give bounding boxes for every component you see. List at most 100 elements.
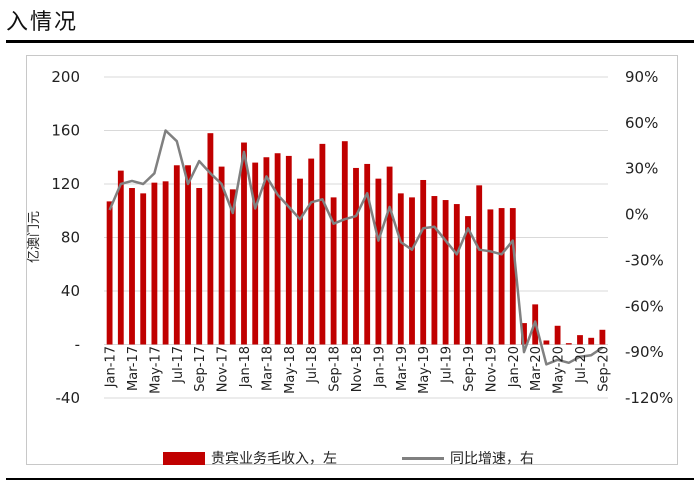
legend-bar-swatch — [163, 451, 205, 465]
x-tick-label: Jan-20 — [507, 346, 522, 388]
x-tick-label: Nov-17 — [216, 346, 231, 392]
bar — [364, 163, 371, 345]
bar — [241, 142, 247, 345]
bar — [252, 162, 259, 345]
bar — [274, 153, 281, 345]
legend-item-bar: 贵宾业务毛收入，左 — [163, 448, 337, 468]
left-axis-label: 亿澳门元 — [26, 211, 42, 263]
right-tick-label: 30% — [625, 160, 658, 178]
bar — [498, 208, 505, 345]
bar — [106, 201, 113, 345]
bar-series — [106, 133, 606, 345]
bar — [442, 200, 449, 345]
left-tick-label: 160 — [51, 122, 80, 140]
x-tick-label: Jul-17 — [171, 346, 186, 384]
bar — [330, 197, 337, 345]
x-tick-label: Jan-18 — [238, 346, 253, 388]
x-tick-label: Sep-17 — [193, 346, 208, 392]
bar — [308, 158, 315, 345]
bar — [140, 193, 147, 345]
right-tick-label: 60% — [625, 114, 658, 132]
bar — [565, 343, 572, 345]
left-tick-label: 40 — [61, 282, 80, 300]
x-tick-label: May-17 — [148, 346, 163, 394]
legend: 贵宾业务毛收入，左 同比增速，右 — [0, 448, 700, 472]
bar — [263, 157, 270, 345]
x-tick-label: Nov-19 — [484, 346, 499, 392]
x-tick-label: Jan-19 — [372, 346, 387, 388]
bar — [476, 185, 483, 345]
bar — [207, 133, 214, 345]
right-tick-label: 90% — [625, 68, 658, 86]
bar — [465, 216, 471, 345]
x-tick-label: Nov-18 — [350, 346, 365, 392]
x-tick-label: Mar-20 — [529, 346, 544, 391]
bar — [521, 323, 527, 345]
bar — [375, 178, 382, 345]
bar — [297, 178, 303, 345]
legend-item-line: 同比增速，右 — [402, 448, 534, 468]
bar — [285, 155, 292, 345]
bar — [543, 340, 550, 345]
right-tick-label: -120% — [625, 389, 673, 407]
x-tick-label: Sep-18 — [328, 346, 343, 392]
bar — [185, 165, 191, 345]
left-tick-label: - — [75, 336, 80, 354]
bar — [577, 335, 583, 345]
bar — [229, 189, 236, 345]
bar — [117, 170, 124, 345]
x-tick-label: Sep-19 — [462, 346, 477, 392]
chart-frame — [26, 55, 678, 465]
bar — [397, 193, 404, 345]
growth-line — [108, 129, 604, 366]
bar — [487, 209, 494, 345]
bar — [409, 197, 415, 345]
top-divider — [6, 40, 694, 43]
bar — [431, 196, 438, 345]
bar — [319, 143, 326, 345]
left-tick-label: 120 — [51, 175, 80, 193]
line-series — [108, 129, 604, 366]
x-tick-label: Mar-17 — [126, 346, 141, 391]
x-tick-label: May-20 — [552, 346, 567, 394]
legend-line-swatch — [402, 456, 444, 460]
bar — [599, 329, 606, 345]
bar — [588, 337, 595, 345]
x-tick-label: May-19 — [417, 346, 432, 394]
left-axis-ticks: 200 160 120 80 40 - -40 — [51, 68, 80, 407]
bar — [353, 167, 359, 345]
left-tick-label: 200 — [51, 68, 80, 86]
x-axis-ticks: Jan-17 Mar-17 May-17 Jul-17 Sep-17 Nov-17 Jan-… — [104, 346, 612, 394]
right-axis-ticks: 90% 60% 30% 0% -30% -60% -90% -120% — [625, 68, 673, 407]
x-tick-label: Jul-20 — [574, 346, 589, 384]
right-tick-label: -60% — [625, 297, 664, 315]
bar — [129, 188, 135, 345]
page-title: 入情况 — [6, 10, 79, 35]
bar — [509, 208, 516, 345]
bar — [218, 166, 225, 345]
legend-label-bar: 贵宾业务毛收入，左 — [211, 451, 337, 467]
bar — [420, 179, 427, 345]
x-tick-label: Jan-17 — [104, 346, 119, 388]
x-tick-label: Jul-18 — [305, 346, 320, 384]
x-tick-label: Sep-20 — [596, 346, 611, 392]
right-tick-label: 0% — [625, 206, 649, 224]
bottom-divider — [6, 478, 694, 480]
x-tick-label: Mar-19 — [395, 346, 410, 391]
bar — [151, 182, 158, 345]
left-tick-label: -40 — [56, 389, 81, 407]
bar — [341, 141, 348, 345]
left-tick-label: 80 — [61, 229, 80, 247]
right-tick-label: -90% — [625, 343, 664, 361]
x-tick-label: May-18 — [283, 346, 298, 394]
legend-label-line: 同比增速，右 — [450, 451, 534, 467]
bar — [173, 165, 180, 345]
x-tick-label: Jul-19 — [440, 346, 455, 384]
bar — [554, 325, 561, 345]
bar — [386, 166, 393, 345]
right-tick-label: -30% — [625, 251, 664, 269]
bar — [162, 181, 169, 345]
bar — [453, 204, 460, 345]
bar — [196, 188, 203, 345]
